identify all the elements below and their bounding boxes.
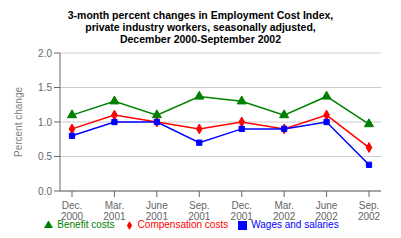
svg-text:Sep.2001: Sep.2001 (188, 200, 211, 222)
svg-text:Dec.2001: Dec.2001 (231, 200, 254, 222)
html-text:3-month percent changes in Emp: 3-month percent changes in Employment Co… (67, 9, 334, 21)
svg-text:Dec.2000: Dec.2000 (61, 200, 84, 222)
svg-text:Mar.2001: Mar.2001 (103, 200, 126, 222)
html-text:Compensation costs: Compensation costs (137, 219, 229, 230)
html-text:December 2000-September 2002: December 2000-September 2002 (119, 33, 281, 45)
html-text:Wages and salaries: Wages and salaries (251, 219, 339, 230)
svg-text:1.0: 1.0 (38, 117, 52, 128)
svg-text:Mar.2002: Mar.2002 (273, 200, 296, 222)
svg-text:June2001: June2001 (146, 200, 169, 222)
html-text:private industry workers, seas: private industry workers, seasonally adj… (85, 21, 316, 33)
html-text:Benefit costs: Benefit costs (57, 219, 115, 230)
svg-text:2.0: 2.0 (38, 48, 52, 59)
svg-text:1.5: 1.5 (38, 82, 52, 93)
svg-text:Sep.2002: Sep.2002 (358, 200, 381, 222)
svg-text:0.5: 0.5 (38, 151, 52, 162)
svg-text:0.0: 0.0 (38, 186, 52, 197)
svg-text:Percent change: Percent change (13, 87, 24, 157)
svg-text:June2002: June2002 (315, 200, 338, 222)
